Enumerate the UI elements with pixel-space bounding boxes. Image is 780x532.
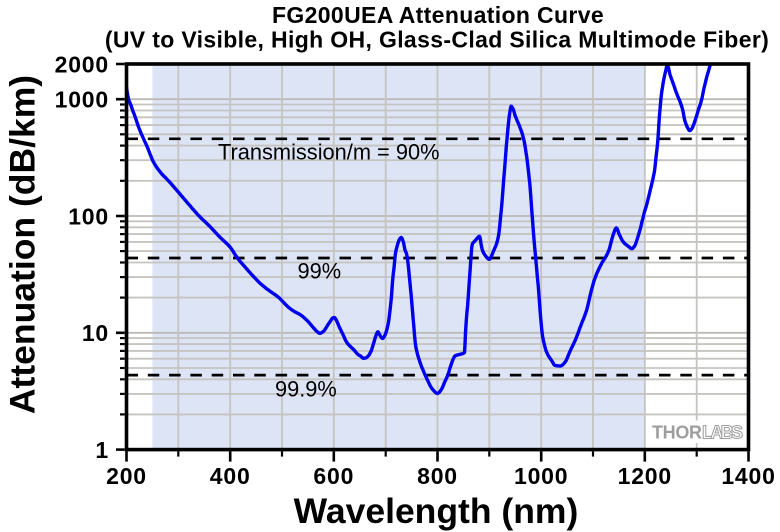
svg-text:FG200UEA Attenuation Curve: FG200UEA Attenuation Curve [272, 2, 604, 28]
svg-text:100: 100 [68, 203, 109, 229]
svg-text:99%: 99% [298, 259, 342, 284]
svg-text:(UV to Visible, High OH, Glass: (UV to Visible, High OH, Glass-Clad Sili… [105, 26, 769, 52]
svg-text:800: 800 [417, 463, 458, 489]
svg-text:200: 200 [106, 463, 147, 489]
svg-text:1: 1 [95, 437, 109, 463]
svg-text:2000: 2000 [55, 51, 109, 77]
svg-text:THOR: THOR [652, 423, 702, 443]
svg-text:LABS: LABS [702, 423, 743, 443]
svg-text:400: 400 [210, 463, 251, 489]
svg-text:Wavelength (nm): Wavelength (nm) [294, 491, 579, 531]
svg-text:1000: 1000 [55, 87, 109, 113]
svg-text:10: 10 [82, 320, 109, 346]
svg-text:600: 600 [313, 463, 354, 489]
svg-text:Transmission/m = 90%: Transmission/m = 90% [218, 140, 439, 165]
svg-text:1400: 1400 [721, 463, 775, 489]
svg-text:1200: 1200 [618, 463, 672, 489]
svg-text:Attenuation (dB/km): Attenuation (dB/km) [3, 75, 43, 414]
svg-text:99.9%: 99.9% [275, 377, 337, 402]
svg-text:1000: 1000 [514, 463, 568, 489]
